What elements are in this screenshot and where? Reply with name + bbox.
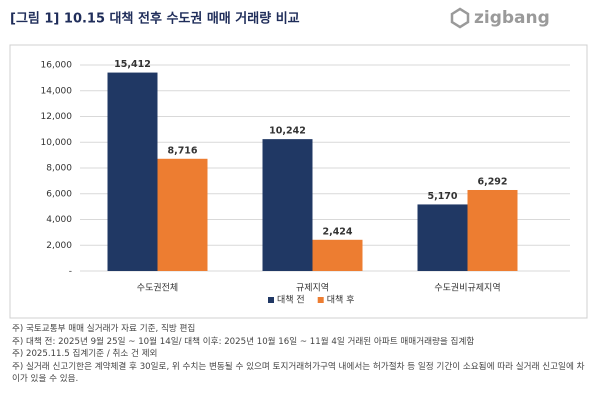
y-tick-label: 12,000 — [41, 112, 73, 122]
chart-title: [그림 1] 10.15 대책 전후 수도권 매매 거래량 비교 — [10, 11, 300, 27]
y-tick-label: 10,000 — [41, 138, 73, 148]
y-tick-label: 16,000 — [41, 61, 73, 71]
bar — [312, 239, 363, 271]
brand-name: zigbang — [474, 8, 550, 28]
legend-label: 대책 후 — [327, 294, 355, 306]
note: 주) 국토교통부 매매 실거래가 자료 기준, 직방 편집 — [12, 324, 196, 334]
note: 주) 대책 전: 2025년 9월 25일 ~ 10월 14일/ 대책 이후: … — [12, 336, 475, 347]
bar — [417, 204, 468, 271]
x-tick-label: 수도권비규제지역 — [434, 282, 500, 294]
data-label: 8,716 — [167, 145, 197, 156]
note: 주) 2025.11.5 집계기준 / 취소 건 제외 — [12, 349, 158, 359]
legend-swatch — [317, 297, 324, 303]
y-tick-label: 4,000 — [46, 215, 72, 225]
y-tick-label: 2,000 — [46, 241, 72, 251]
x-tick-label: 규제지역 — [296, 283, 329, 294]
y-tick-label: 14,000 — [41, 86, 73, 96]
y-tick-label: 8,000 — [46, 164, 72, 174]
y-tick-label: - — [69, 267, 72, 277]
logo-icon — [450, 7, 470, 29]
bar — [262, 139, 313, 271]
chart-frame — [9, 44, 588, 319]
data-label: 5,170 — [427, 191, 457, 202]
legend-swatch — [268, 297, 274, 303]
bar — [467, 189, 518, 271]
x-tick-label: 수도권전체 — [137, 282, 178, 294]
note: 주) 실거래 신고기한은 계약체결 후 30일로, 위 수치는 변동될 수 있으… — [12, 361, 585, 385]
brand-logo: zigbang — [450, 7, 550, 29]
bar — [157, 158, 208, 271]
data-label: 10,242 — [269, 126, 306, 137]
legend-label: 대책 전 — [277, 294, 305, 306]
data-label: 2,424 — [322, 226, 352, 237]
data-label: 6,292 — [477, 176, 507, 187]
y-tick-label: 6,000 — [46, 189, 72, 199]
bar — [107, 72, 158, 272]
data-label: 15,412 — [114, 59, 151, 70]
